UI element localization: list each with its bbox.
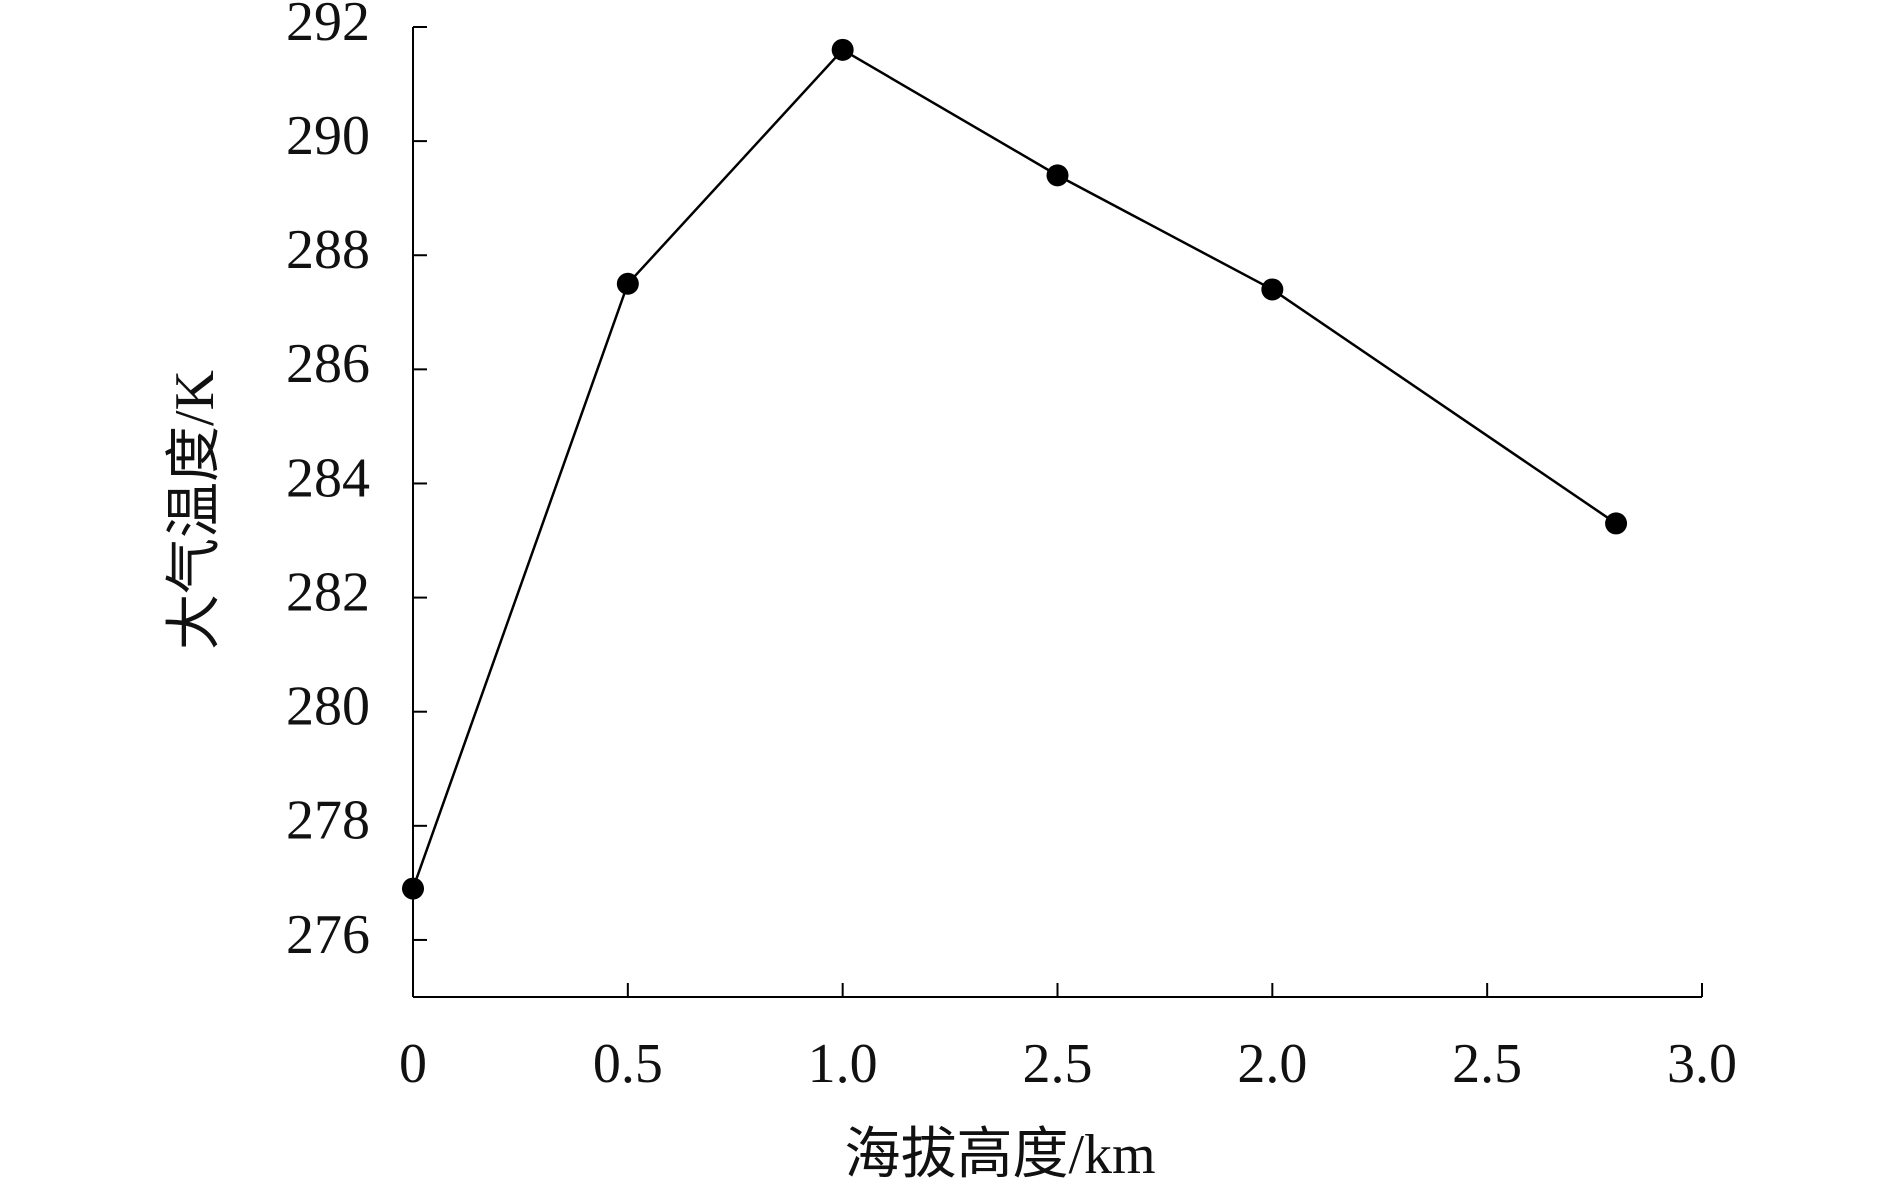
point: [402, 877, 424, 900]
y-axis-label: 大气温度/K: [164, 370, 226, 650]
y-tick-label: 276: [286, 904, 370, 966]
y-tick-label: 290: [286, 105, 370, 167]
point: [616, 272, 639, 295]
x-tick-label: 2.5: [1452, 1033, 1522, 1095]
y-tick-label: 282: [286, 561, 370, 623]
y-tick-label: 286: [286, 333, 370, 395]
x-tick-label: 1.0: [808, 1033, 878, 1095]
point: [1605, 512, 1628, 535]
x-tick-label: 3.0: [1667, 1033, 1737, 1095]
point: [1261, 278, 1284, 301]
y-tick-label: 280: [286, 676, 370, 738]
x-tick-label: 2.5: [1023, 1033, 1093, 1095]
y-tick-label: 288: [286, 219, 370, 281]
point: [1046, 164, 1069, 187]
x-tick-label: 0: [399, 1033, 427, 1095]
y-tick-label: 278: [286, 790, 370, 852]
y-tick-label: 292: [286, 0, 370, 53]
x-tick-label: 0.5: [593, 1033, 663, 1095]
x-axis-label: 海拔高度/km: [844, 1124, 1155, 1185]
line: [411, 48, 1617, 890]
y-tick-label: 284: [286, 447, 370, 509]
point: [831, 38, 854, 61]
x-tick-label: 2.0: [1237, 1033, 1307, 1095]
